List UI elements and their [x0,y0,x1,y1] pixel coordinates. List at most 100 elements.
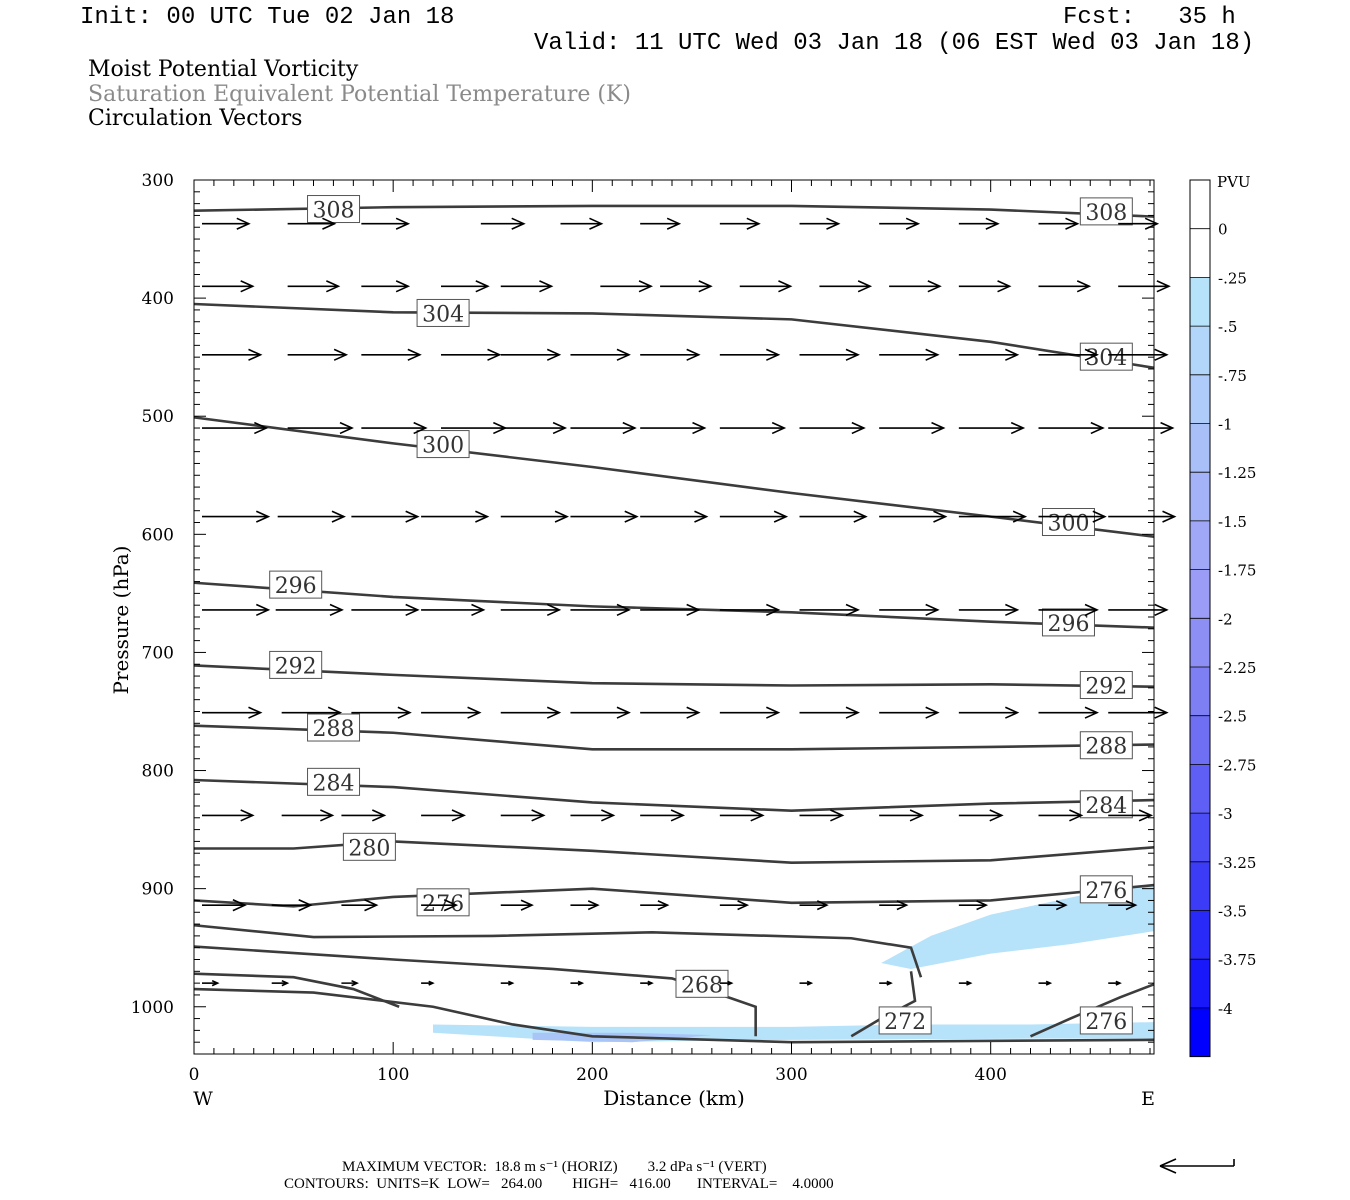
vector-arrow [640,809,686,822]
contour-label-288: 288 [1085,735,1127,760]
contour-label-296: 296 [275,574,317,599]
colorbar-label: -.75 [1218,367,1247,385]
contour-layer: 308 308 304 304 300 300 296 296 292 292 288 288 284 2… [193,195,1155,1044]
colorbar-label: -1.25 [1218,464,1256,482]
vector-arrow [500,809,546,822]
vector-arrow [277,510,346,523]
vector-arrow [500,421,568,435]
vector-arrow [958,510,1028,523]
vector-arrow [958,980,973,986]
vector-arrow [1038,980,1053,986]
x-tick-label: 100 [377,1065,409,1085]
contour-line-unlabeled-11 [193,972,400,1008]
vector-arrow [958,280,1012,293]
contour-label-box [342,832,396,861]
vector-arrow [640,217,682,230]
vector-arrow [640,706,701,719]
contour-label-box [416,888,470,917]
contour-label-284: 284 [313,771,355,796]
vector-arrow [1038,603,1099,617]
vector-arrow [287,421,354,435]
vector-arrow [281,809,335,822]
vector-arrow [570,348,631,361]
contour-label-304: 304 [422,302,464,327]
vector-arrow [1108,603,1169,617]
contour-line-296 [193,581,1155,629]
colorbar-swatch [1190,813,1210,862]
colorbar-swatch [1190,569,1210,619]
contour-line-276 [193,883,1155,908]
colorbar: PVU 0 -.25 -.5 -.75 -1 -1.25 -1.5 -1.75 -2 -2.25 -2… [1189,173,1256,1058]
y-axis-title: Pressure (hPa) [109,546,133,695]
vector-arrow [500,510,570,523]
contour-label-box [307,195,361,224]
vector-arrow [361,280,411,293]
vector-arrow [500,348,562,361]
x-tick-label: 200 [576,1065,608,1085]
pv-shade-0 [881,885,1154,969]
vector-arrow [1038,900,1068,911]
vector-arrow [287,280,341,293]
colorbar-label: -2.5 [1218,708,1247,726]
colorbar-label: -1.75 [1218,562,1256,580]
contour-info-note: CONTOURS: UNITS=K LOW= 264.00 HIGH= 416.… [284,1176,834,1192]
forecast-hour: Fcst: 35 h [1063,4,1236,31]
vector-arrow [719,421,787,435]
colorbar-label: -2.75 [1218,756,1256,774]
vector-arrow [570,603,631,617]
y-tick-label: 400 [142,289,174,309]
vector-arrow [202,809,255,822]
vector-arrow [287,217,337,230]
vector-arrow [1118,280,1171,293]
max-vector-note: MAXIMUM VECTOR: 18.8 m s⁻¹ (HORIZ) 3.2 d… [342,1159,767,1175]
contour-line-280 [194,840,1155,864]
vector-arrow [958,603,1020,617]
field-mpv-label: Moist Potential Vorticity [88,57,359,82]
colorbar-label: -1.5 [1218,513,1247,531]
vector-arrow [560,217,604,230]
colorbar-swatch [1190,228,1210,278]
vector-arrow [739,280,793,293]
vector-arrow [341,979,359,987]
vector-arrow [799,217,841,230]
colorbar-swatch [1190,959,1210,1008]
vector-arrow [421,809,466,822]
vector-arrow [202,280,255,293]
vector-arrow [958,706,1020,719]
contour-label-box [1079,875,1133,904]
field-theta-es-label: Saturation Equivalent Potential Temperat… [88,81,631,107]
vector-layer [202,217,1177,987]
vector-arrow [879,900,909,911]
vector-arrow [958,900,989,911]
contour-label-box [416,298,470,327]
contour-label-box [307,767,361,796]
vector-arrow [202,348,263,361]
vector-arrow [351,510,420,523]
vector-arrow [889,280,942,293]
vector-arrow [271,899,313,912]
vector-arrow [799,421,866,435]
init-time: Init: 00 UTC Tue 02 Jan 18 [80,4,455,31]
contour-label-box [1079,731,1133,760]
vector-arrow [640,421,707,435]
colorbar-label: 0 [1218,221,1228,239]
vector-arrow [1108,900,1138,911]
vector-arrow [879,706,940,719]
vector-arrow [500,280,554,293]
vector-arrow [640,510,709,523]
contour-label-box [1079,1006,1133,1035]
vector-arrow [799,603,860,617]
vector-arrow [799,348,860,361]
contour-label-280: 280 [348,836,390,861]
field-vectors-label: Circulation Vectors [88,106,303,131]
contour-label-box [307,713,361,742]
contour-label-box [1079,342,1133,371]
colorbar-label: -.5 [1218,318,1237,336]
vector-arrow [640,980,654,986]
contour-label-box [416,430,470,459]
vector-arrow [1108,980,1122,986]
vector-arrow [600,280,653,293]
vector-arrow [719,809,765,822]
contour-line-268 [193,945,757,1037]
